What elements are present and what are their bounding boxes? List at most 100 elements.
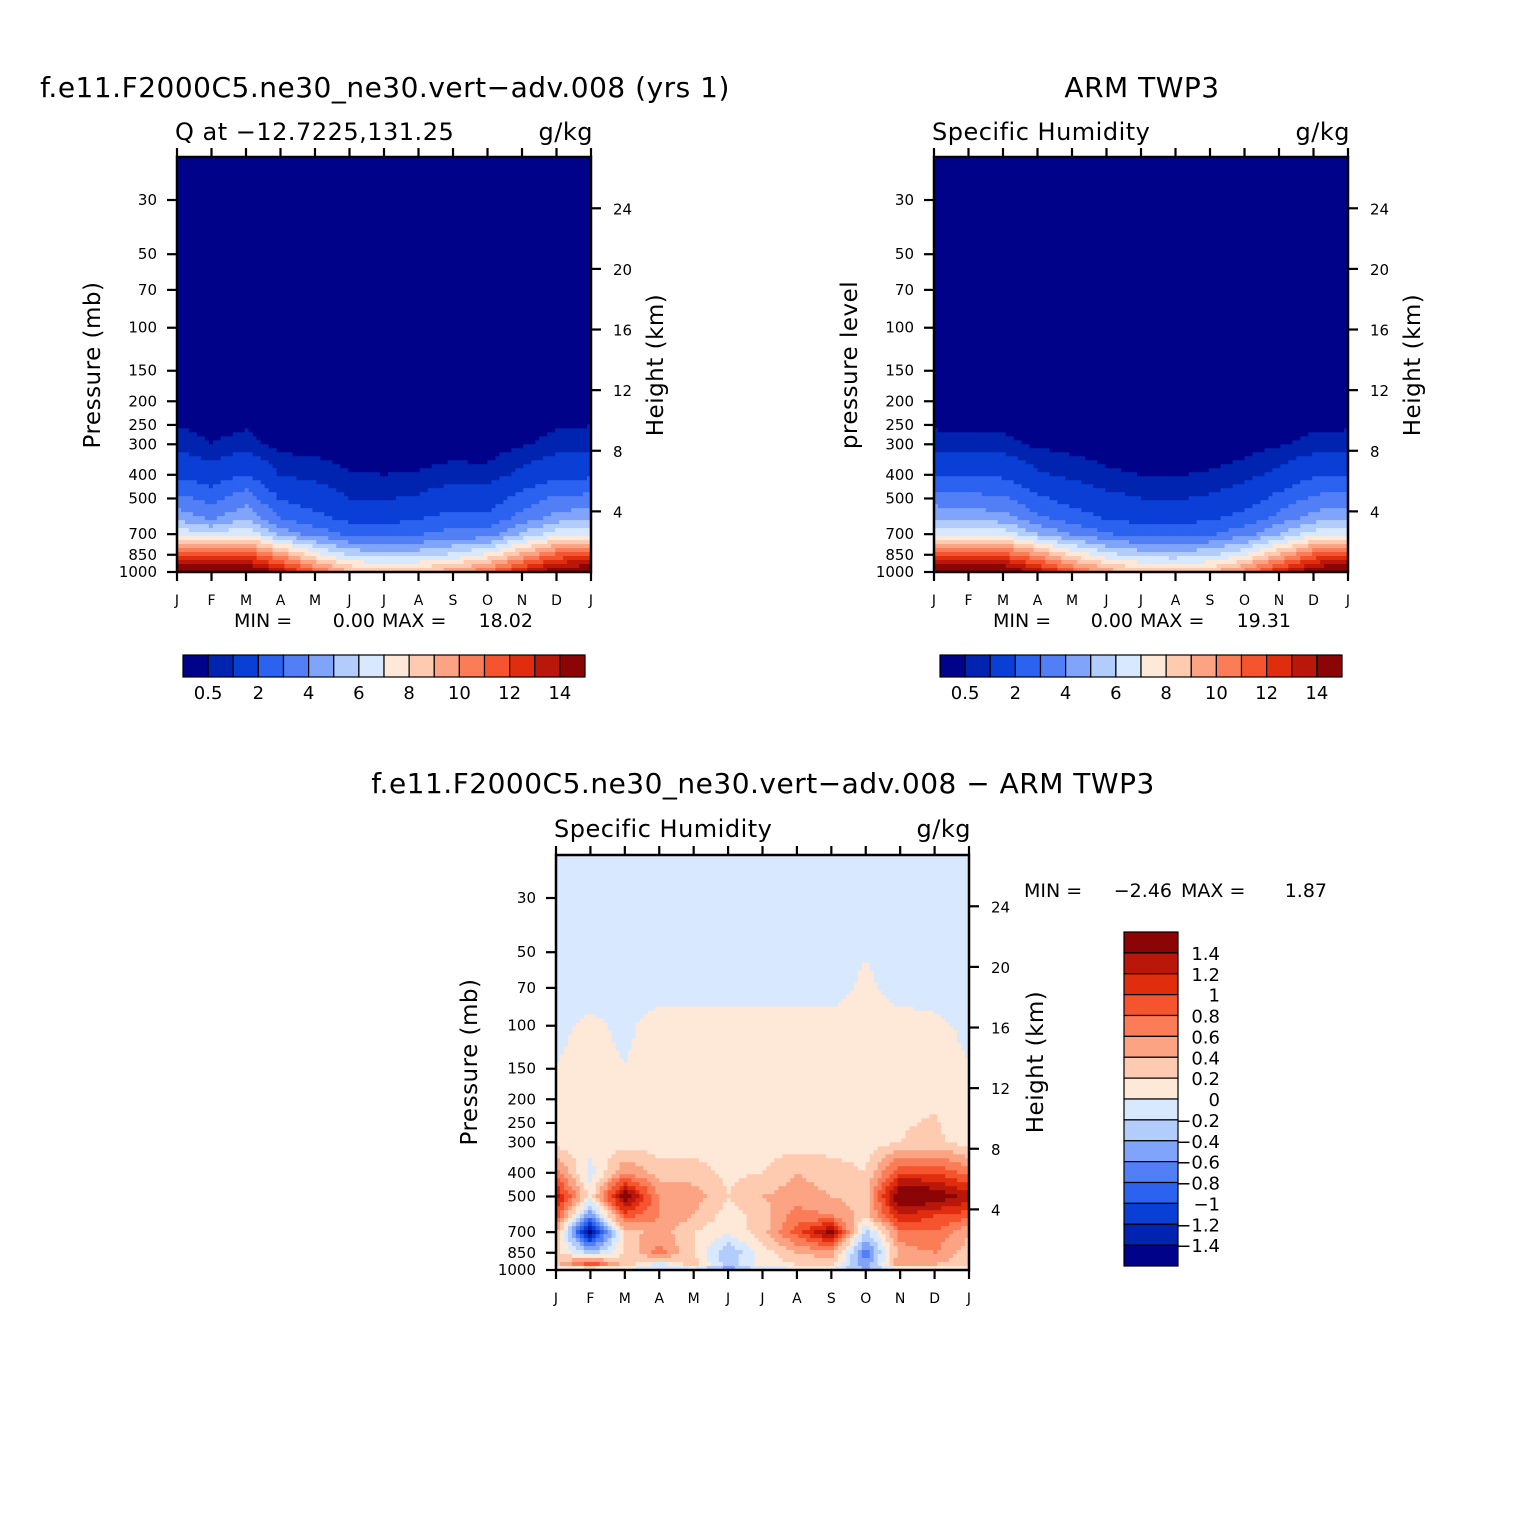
model-heatmap-cell [372,189,377,194]
model-heatmap-cell [300,345,305,350]
model-heatmap-cell [444,337,449,342]
model-heatmap-cell [364,285,369,290]
model-heatmap-cell [527,237,532,242]
model-heatmap-cell [392,289,397,294]
model-heatmap-cell [519,265,524,270]
model-heatmap-cell [281,313,286,318]
model-heatmap-cell [185,269,190,274]
model-heatmap-cell [432,345,437,350]
model-heatmap-cell [181,309,186,314]
model-heatmap-cell [253,261,258,266]
model-heatmap-cell [273,249,278,254]
model-heatmap-cell [432,237,437,242]
model-heatmap-cell [308,309,313,314]
model-heatmap-cell [340,201,345,206]
model-heatmap-cell [257,309,262,314]
model-heatmap-cell [225,189,230,194]
model-heatmap-cell [507,177,512,182]
model-heatmap-cell [432,265,437,270]
model-heatmap-cell [237,341,242,346]
model-heatmap-cell [420,301,425,306]
model-heatmap-cell [547,225,552,230]
model-heatmap-cell [507,229,512,234]
model-heatmap-cell [539,229,544,234]
model-heatmap-cell [273,181,278,186]
model-heatmap-cell [380,173,385,178]
model-heatmap-cell [237,189,242,194]
model-heatmap-cell [472,329,477,334]
model-heatmap-cell [444,241,449,246]
model-heatmap-cell [400,217,405,222]
model-heatmap-cell [340,333,345,338]
model-heatmap-cell [412,289,417,294]
model-heatmap-cell [575,237,580,242]
model-heatmap-cell [300,233,305,238]
model-heatmap-cell [209,301,214,306]
model-heatmap-cell [484,241,489,246]
model-heatmap-cell [205,333,210,338]
model-heatmap-cell [416,197,421,202]
model-heatmap-cell [575,253,580,258]
model-heatmap-cell [440,257,445,262]
model-heatmap-cell [249,341,254,346]
model-heatmap-cell [507,265,512,270]
model-heatmap-cell [527,245,532,250]
model-heatmap-cell [185,305,190,310]
model-heatmap-cell [213,329,218,334]
model-heatmap-cell [515,237,520,242]
model-heatmap-cell [380,249,385,254]
model-heatmap-cell [484,341,489,346]
model-heatmap-cell [312,269,317,274]
model-heatmap-cell [472,181,477,186]
model-heatmap-cell [499,229,504,234]
model-heatmap-cell [185,237,190,242]
model-heatmap-cell [460,329,465,334]
model-heatmap-cell [229,285,234,290]
model-heatmap-cell [547,329,552,334]
model-heatmap-cell [392,209,397,214]
model-heatmap-cell [472,269,477,274]
model-heatmap-cell [201,301,206,306]
model-heatmap-cell [273,265,278,270]
model-heatmap-cell [245,333,250,338]
model-heatmap-cell [448,265,453,270]
model-heatmap-cell [491,245,496,250]
model-heatmap-cell [480,193,485,198]
model-heatmap-cell [245,329,250,334]
model-heatmap-cell [539,233,544,238]
model-heatmap-cell [336,161,341,166]
model-heatmap-cell [261,185,266,190]
model-heatmap-cell [432,221,437,226]
model-heatmap-cell [543,309,548,314]
model-heatmap-cell [340,269,345,274]
model-heatmap-cell [396,201,401,206]
model-heatmap-cell [519,217,524,222]
model-heatmap-cell [217,169,222,174]
model-heatmap-cell [233,213,238,218]
model-heatmap-cell [444,249,449,254]
model-heatmap-cell [312,277,317,282]
model-heatmap-cell [221,161,226,166]
model-heatmap-cell [488,173,493,178]
model-heatmap-cell [380,337,385,342]
model-heatmap-cell [559,229,564,234]
model-heatmap-cell [428,245,433,250]
model-heatmap-cell [284,317,289,322]
model-heatmap-cell [181,333,186,338]
model-heatmap-cell [332,281,337,286]
model-heatmap-cell [181,305,186,310]
model-heatmap-cell [507,273,512,278]
model-heatmap-cell [384,337,389,342]
model-heatmap-cell [488,293,493,298]
model-heatmap-cell [189,221,194,226]
model-heatmap-cell [201,329,206,334]
model-heatmap-cell [348,241,353,246]
model-heatmap-cell [312,193,317,198]
model-heatmap-cell [245,213,250,218]
model-heatmap-cell [372,209,377,214]
model-heatmap-cell [488,273,493,278]
model-heatmap-cell [201,249,206,254]
model-heatmap-cell [555,217,560,222]
model-heatmap-cell [245,189,250,194]
model-heatmap-cell [265,313,270,318]
